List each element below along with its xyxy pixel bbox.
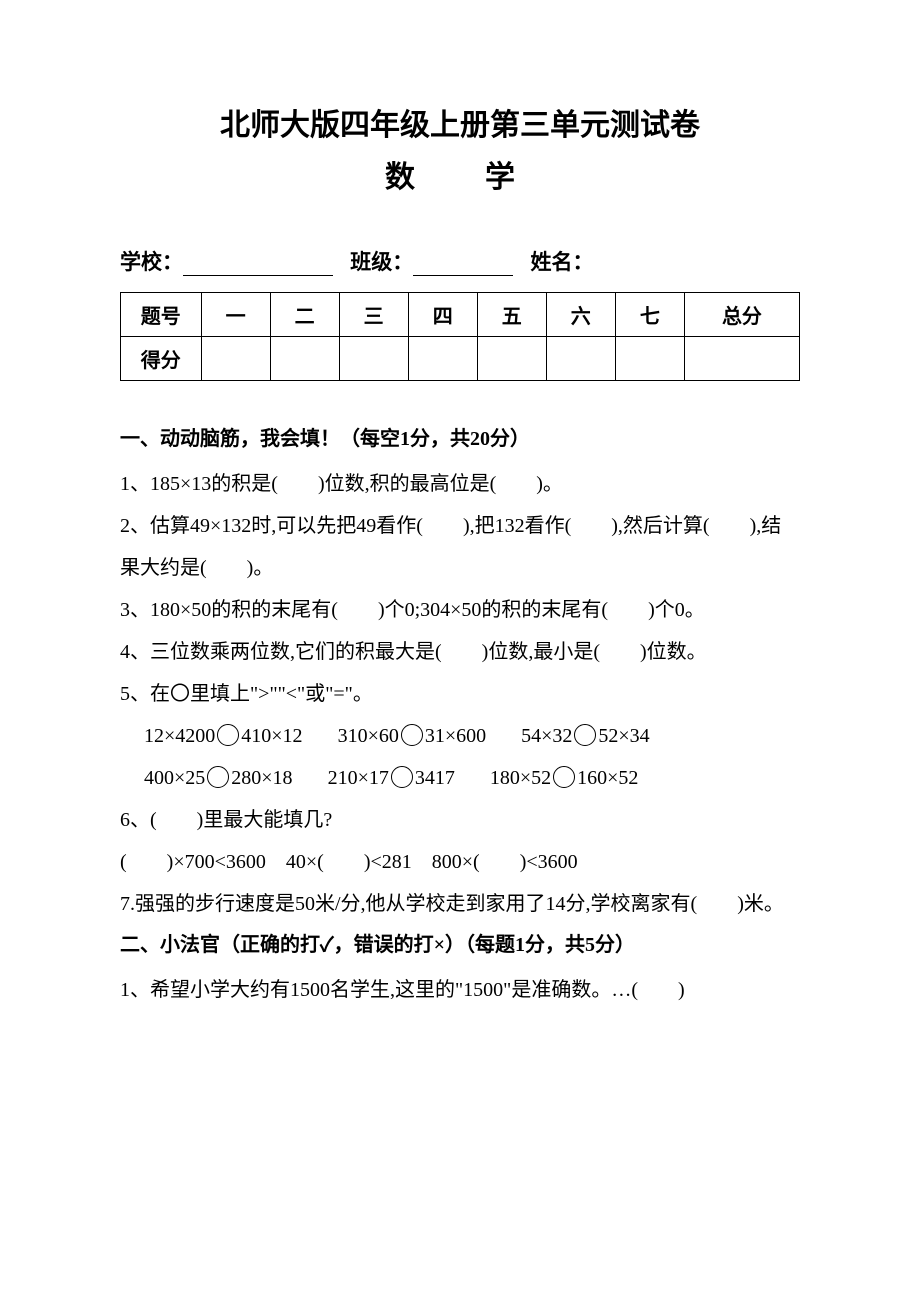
score-cell[interactable] — [270, 337, 339, 381]
question-1-7: 7.强强的步行速度是50米/分,他从学校走到家用了14分,学校离家有( )米。 — [120, 883, 800, 925]
comp-text: 180×52 — [490, 767, 551, 789]
comp-text: 310×60 — [338, 725, 399, 747]
header-cell: 五 — [477, 293, 546, 337]
comp-text: 160×52 — [577, 767, 638, 789]
question-1-6-intro: 6、( )里最大能填几? — [120, 799, 800, 841]
student-info-line: 学校： 班级： 姓名： — [120, 246, 800, 276]
question-1-5-intro: 5、在〇里填上">""<"或"="。 — [120, 673, 800, 715]
compare-circle-icon[interactable] — [217, 724, 239, 746]
score-cell[interactable] — [615, 337, 684, 381]
header-cell: 题号 — [121, 293, 202, 337]
question-1-1: 1、185×13的积是( )位数,积的最高位是( )。 — [120, 463, 800, 505]
comp-text: 280×18 — [231, 767, 292, 789]
comp-text: 54×32 — [521, 725, 572, 747]
compare-circle-icon[interactable] — [401, 724, 423, 746]
section2-header: 二、小法官（正确的打✓，错误的打×）（每题1分，共5分） — [120, 925, 800, 965]
question-1-5-row1: 12×4200 410×12 310×60 31×600 54×32 52×34 — [120, 715, 800, 757]
score-cell[interactable] — [684, 337, 799, 381]
question-1-4: 4、三位数乘两位数,它们的积最大是( )位数,最小是( )位数。 — [120, 631, 800, 673]
school-label: 学校： — [120, 250, 183, 274]
compare-circle-icon[interactable] — [207, 766, 229, 788]
name-label: 姓名： — [531, 250, 594, 274]
header-cell: 三 — [339, 293, 408, 337]
comp-text: 31×600 — [425, 725, 486, 747]
subject-subtitle: 数 学 — [120, 152, 800, 196]
class-label: 班级： — [350, 250, 413, 274]
question-2-1: 1、希望小学大约有1500名学生,这里的"1500"是准确数。…( ) — [120, 969, 800, 1011]
class-blank[interactable] — [413, 254, 513, 276]
comp-text: 210×17 — [328, 767, 389, 789]
header-cell: 二 — [270, 293, 339, 337]
score-cell[interactable] — [339, 337, 408, 381]
header-cell: 四 — [408, 293, 477, 337]
score-cell[interactable] — [477, 337, 546, 381]
table-row: 题号 一 二 三 四 五 六 七 总分 — [121, 293, 800, 337]
comp-text: 12×4200 — [144, 725, 215, 747]
score-cell[interactable] — [408, 337, 477, 381]
compare-circle-icon[interactable] — [574, 724, 596, 746]
question-1-3: 3、180×50的积的末尾有( )个0;304×50的积的末尾有( )个0。 — [120, 589, 800, 631]
question-1-5-row2: 400×25 280×18 210×17 3417 180×52 160×52 — [120, 757, 800, 799]
table-row: 得分 — [121, 337, 800, 381]
comp-text: 410×12 — [241, 725, 302, 747]
comp-text: 3417 — [415, 767, 455, 789]
question-1-6-line: ( )×700<3600 40×( )<281 800×( )<3600 — [120, 841, 800, 883]
compare-circle-icon[interactable] — [391, 766, 413, 788]
section1-header: 一、动动脑筋，我会填！（每空1分，共20分） — [120, 419, 800, 459]
comp-text: 400×25 — [144, 767, 205, 789]
score-cell[interactable] — [546, 337, 615, 381]
comp-text: 52×34 — [598, 725, 649, 747]
score-cell[interactable] — [201, 337, 270, 381]
score-table: 题号 一 二 三 四 五 六 七 总分 得分 — [120, 292, 800, 381]
school-blank[interactable] — [183, 254, 333, 276]
header-cell: 一 — [201, 293, 270, 337]
main-title: 北师大版四年级上册第三单元测试卷 — [120, 100, 800, 144]
score-label-cell: 得分 — [121, 337, 202, 381]
header-cell: 总分 — [684, 293, 799, 337]
header-cell: 六 — [546, 293, 615, 337]
question-1-2: 2、估算49×132时,可以先把49看作( ),把132看作( ),然后计算( … — [120, 505, 800, 589]
header-cell: 七 — [615, 293, 684, 337]
compare-circle-icon[interactable] — [553, 766, 575, 788]
